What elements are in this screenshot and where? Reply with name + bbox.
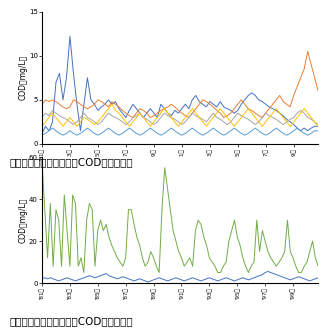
柴山沼 — [40, 277, 44, 281]
円良田湖 — [166, 105, 170, 109]
宮沢湖 — [50, 126, 54, 130]
間瀬湖 — [215, 116, 219, 119]
Line: 玉淀湖: 玉淀湖 — [42, 36, 318, 133]
玉淀湖 — [208, 100, 212, 104]
山ノ神沼 — [82, 270, 86, 274]
柴山沼 — [93, 276, 97, 280]
間瀬湖 — [316, 122, 320, 126]
Line: 間瀬湖: 間瀬湖 — [42, 111, 318, 124]
Line: 柴山沼: 柴山沼 — [42, 271, 318, 282]
鎌北湖 — [110, 102, 114, 106]
Text: 図２　県内の天然湖沼のCODの経時変化: 図２ 県内の天然湖沼のCODの経時変化 — [10, 316, 133, 326]
鎌北湖 — [166, 111, 170, 115]
山ノ神沼 — [305, 260, 309, 264]
柴山沼 — [146, 280, 150, 284]
宮沢湖 — [208, 129, 212, 133]
Line: 円良田湖: 円良田湖 — [42, 51, 318, 118]
円良田湖 — [211, 105, 215, 109]
玉淀湖 — [316, 124, 320, 128]
山ノ神沼 — [107, 235, 111, 239]
円良田湖 — [288, 105, 292, 109]
山ノ神沼 — [96, 229, 100, 233]
円良田湖 — [131, 116, 135, 119]
Line: 鎌北湖: 鎌北湖 — [42, 104, 318, 126]
Line: 宮沢湖: 宮沢湖 — [42, 128, 318, 135]
玉淀湖 — [211, 102, 215, 106]
円良田湖 — [222, 116, 226, 119]
鎌北湖 — [211, 116, 215, 119]
玉淀湖 — [288, 120, 292, 124]
円良田湖 — [316, 89, 320, 93]
鎌北湖 — [222, 111, 226, 115]
間瀬湖 — [292, 116, 296, 119]
柴山沼 — [308, 279, 312, 283]
円良田湖 — [232, 107, 236, 111]
宮沢湖 — [211, 126, 215, 130]
鎌北湖 — [316, 124, 320, 128]
柴山沼 — [185, 278, 189, 282]
玉淀湖 — [40, 131, 44, 135]
間瀬湖 — [169, 116, 173, 119]
宮沢湖 — [40, 133, 44, 137]
玉淀湖 — [232, 111, 236, 115]
柴山沼 — [316, 276, 320, 280]
鎌北湖 — [208, 120, 212, 124]
Legend: 玉淀湖, 円良田湖, 間瀬湖, 鎌北湖, 宮沢湖: 玉淀湖, 円良田湖, 間瀬湖, 鎌北湖, 宮沢湖 — [111, 190, 249, 205]
間瀬湖 — [225, 122, 229, 126]
宮沢湖 — [288, 131, 292, 135]
Y-axis label: COD（mg/L）: COD（mg/L） — [18, 197, 27, 243]
円良田湖 — [208, 102, 212, 106]
柴山沼 — [207, 276, 211, 280]
山ノ神沼 — [40, 160, 44, 164]
間瀬湖 — [236, 111, 240, 115]
山ノ神沼 — [297, 270, 301, 274]
宮沢湖 — [166, 129, 170, 133]
鎌北湖 — [40, 124, 44, 128]
山ノ神沼 — [207, 256, 211, 260]
宮沢湖 — [222, 133, 226, 137]
間瀬湖 — [40, 116, 44, 119]
円良田湖 — [306, 49, 310, 53]
鎌北湖 — [288, 124, 292, 128]
鎌北湖 — [232, 124, 236, 128]
間瀬湖 — [71, 122, 75, 126]
山ノ神沼 — [316, 264, 320, 268]
柴山沼 — [299, 276, 303, 280]
宮沢湖 — [316, 129, 320, 133]
山ノ神沼 — [185, 260, 189, 264]
Y-axis label: COD（mg/L）: COD（mg/L） — [18, 55, 27, 101]
玉淀湖 — [166, 111, 170, 115]
玉淀湖 — [68, 34, 72, 38]
柴山沼 — [104, 271, 108, 275]
宮沢湖 — [232, 126, 236, 130]
Line: 山ノ神沼: 山ノ神沼 — [42, 162, 318, 272]
間瀬湖 — [50, 109, 54, 113]
柴山沼 — [266, 269, 270, 273]
間瀬湖 — [211, 111, 215, 115]
Text: 図１　県内の人工湖沼のCODの経時変化: 図１ 県内の人工湖沼のCODの経時変化 — [10, 157, 133, 167]
円良田湖 — [40, 102, 44, 106]
玉淀湖 — [222, 105, 226, 109]
